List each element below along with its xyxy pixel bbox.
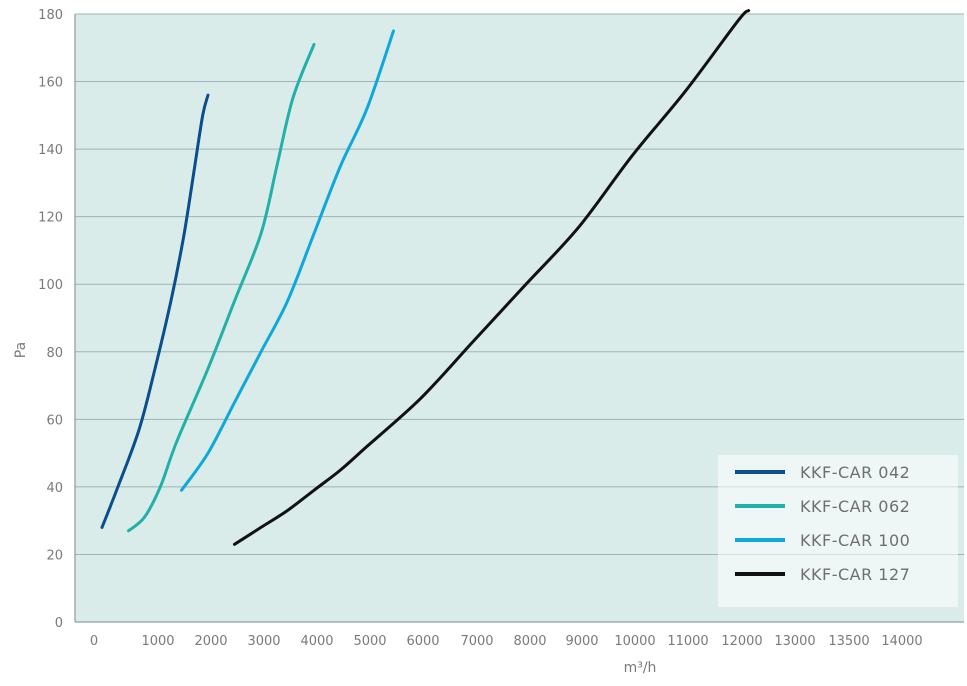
y-tick-label: 20	[46, 548, 63, 563]
x-tick-label: 11000	[667, 634, 708, 649]
legend: KKF-CAR 042 KKF-CAR 062 KKF-CAR 100 KKF-CAR…	[718, 455, 958, 607]
legend-label: KKF-CAR 062	[800, 497, 910, 516]
legend-label: KKF-CAR 127	[800, 565, 910, 584]
x-tick-label: 12000	[721, 634, 762, 649]
x-tick-label: 14000	[881, 634, 922, 649]
series-line-3	[180, 29, 395, 492]
series-line-1	[100, 93, 210, 529]
x-tick-label: 10000	[614, 634, 655, 649]
x-tick-label: 6000	[406, 634, 439, 649]
legend-label: KKF-CAR 100	[800, 531, 910, 550]
x-tick-label: 1000	[141, 634, 174, 649]
x-tick-label: 2000	[194, 634, 227, 649]
x-tick-label: 0	[90, 634, 98, 649]
y-tick-label: 120	[38, 211, 63, 226]
x-tick-label: 8000	[513, 634, 546, 649]
y-tick-label: 140	[38, 143, 63, 158]
axes	[74, 13, 964, 623]
y-tick-label: 80	[46, 346, 63, 361]
series-line-4	[233, 9, 751, 546]
legend-background	[718, 455, 958, 607]
y-tick-labels: 0 20 40 60 80 100 120 140 160 180	[38, 8, 63, 631]
series-lines	[100, 9, 751, 546]
x-tick-label: 5000	[353, 634, 386, 649]
x-tick-label: 9000	[565, 634, 598, 649]
x-tick-labels: 0 1000 2000 3000 4000 5000 6000 7000 8000 9000 100…	[90, 634, 923, 649]
legend-label: KKF-CAR 042	[800, 463, 910, 482]
x-axis-title: m³/h	[624, 660, 657, 676]
y-tick-label: 60	[46, 413, 63, 428]
y-tick-label: 100	[38, 278, 63, 293]
y-tick-label: 0	[55, 616, 63, 631]
x-tick-label: 7000	[460, 634, 493, 649]
x-tick-label: 4000	[300, 634, 333, 649]
series-line-2	[127, 42, 316, 533]
y-tick-label: 40	[46, 481, 63, 496]
x-tick-label: 13000	[774, 634, 815, 649]
x-tick-label: 13500	[828, 634, 869, 649]
x-tick-label: 3000	[247, 634, 280, 649]
y-tick-label: 180	[38, 8, 63, 23]
y-tick-label: 160	[38, 76, 63, 91]
y-axis-title: Pa	[13, 342, 29, 358]
